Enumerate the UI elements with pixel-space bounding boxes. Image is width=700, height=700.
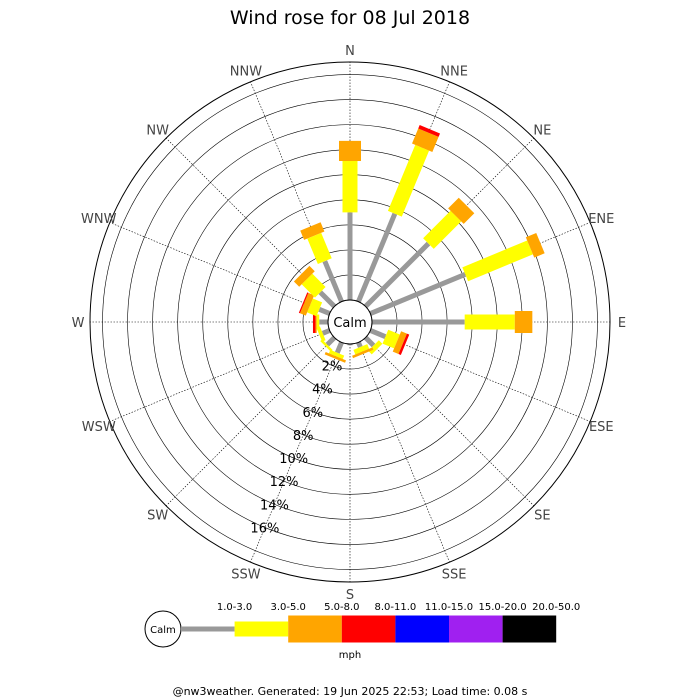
bar-nne-1.0-3.0 [356,212,398,303]
legend-calm-label: Calm [150,625,176,636]
legend-label: 1.0-3.0 [217,602,252,613]
direction-label-ne: NE [533,124,551,139]
bar-wsw-1.0-3.0 [321,328,331,336]
legend-label: 11.0-15.0 [425,602,473,613]
spoke-se [365,337,535,507]
legend-label: 3.0-5.0 [270,602,305,613]
direction-label-wsw: WSW [82,420,116,435]
direction-label-ssw: SSW [231,567,261,582]
direction-label-n: N [345,44,355,59]
spoke-sw [165,337,335,507]
direction-label-se: SE [534,508,550,523]
legend-label: 15.0-20.0 [479,602,527,613]
bar-nw-1.0-3.0 [318,290,337,309]
radial-tick-label: 14% [260,498,289,513]
bar-ssw-1.0-3.0 [334,341,344,354]
radial-tick-label: 6% [303,406,324,421]
legend: Calm 1.0-3.0 3.0-5.0 5.0-8.0 8.0-11.0 11.0-15… [144,602,580,648]
bar-sse-5.0-8.0 [352,347,374,359]
direction-label-nne: NNE [440,65,468,80]
direction-label-e: E [618,316,626,331]
bar-ne-5.0-8.0 [448,197,475,224]
direction-label-s: S [346,588,354,603]
bar-ese-1.0-3.0 [369,328,387,339]
bar-wnw-1.0-3.0 [318,306,331,316]
bar-ese-5.0-8.0 [392,331,407,355]
radial-tick-label: 10% [279,452,308,467]
radial-tick-label: 2% [322,359,343,374]
bar-sw-3.0-5.0 [320,339,333,352]
bar-wnw-5.0-8.0 [300,292,315,316]
bar-nnw-3.0-5.0 [307,232,332,265]
calm-label: Calm [333,316,366,331]
bar-ssw-5.0-8.0 [324,352,346,363]
chart-title: Wind rose for 08 Jul 2018 [230,7,470,29]
bar-ne-3.0-5.0 [423,210,462,249]
bar-sse-3.0-5.0 [353,344,370,355]
legend-label: 20.0-50.0 [532,602,580,613]
grid-ring [127,99,573,545]
bar-nnw-5.0-8.0 [300,222,325,240]
direction-label-w: W [72,316,85,331]
bar-ene-3.0-5.0 [462,240,533,282]
bar-ese-8.0-11.0 [398,333,410,355]
direction-label-wnw: WNW [81,212,117,227]
bar-nne-8.0-11.0 [418,125,441,137]
calm-circle: Calm [327,299,373,345]
bar-se-1.0-3.0 [363,335,376,348]
spoke-wsw [109,330,330,422]
footer-text: @nw3weather. Generated: 19 Jun 2025 22:5… [173,685,528,698]
direction-label-nw: NW [146,124,169,139]
direction-labels: N NNE NE ENE E ESE SE SSE S SSW SW WSW W WNW NW NNW [72,44,627,603]
bar-ne-1.0-3.0 [363,241,431,309]
bar-sse-1.0-3.0 [356,341,363,348]
radial-tick-label: 8% [293,429,314,444]
wind-bars [293,125,545,363]
bar-se-3.0-5.0 [368,340,383,355]
spoke-sse [358,342,450,563]
bar-sw-1.0-3.0 [325,335,337,347]
direction-label-sw: SW [147,508,168,523]
bar-nnw-1.0-3.0 [322,260,344,303]
bar-ese-3.0-5.0 [382,329,400,349]
legend-unit-label: mph [339,650,361,661]
bar-nw-5.0-8.0 [293,265,315,287]
radial-tick-label: 4% [312,383,333,398]
bar-nw-3.0-5.0 [301,273,326,298]
direction-label-nnw: NNW [230,65,262,80]
bar-wsw-3.0-5.0 [316,326,326,342]
bar-ene-1.0-3.0 [369,271,467,316]
direction-label-ese: ESE [589,420,614,435]
bar-nne-5.0-8.0 [412,128,439,152]
bar-wnw-3.0-5.0 [307,298,323,317]
direction-label-ene: ENE [588,212,614,227]
spoke-wnw [109,222,330,314]
spoke-ese [370,330,591,422]
radial-tick-label: 12% [270,475,299,490]
radial-tick-label: 16% [250,521,279,536]
bar-nne-3.0-5.0 [387,144,430,217]
bar-ene-5.0-8.0 [525,232,545,258]
legend-label: 5.0-8.0 [324,602,359,613]
legend-label: 8.0-11.0 [375,602,417,613]
direction-label-sse: SSE [442,567,467,582]
spoke-ssw [250,342,342,563]
radial-tick-labels: 2% 4% 6% 8% 10% 12% 14% 16% [250,359,342,536]
bar-ssw-3.0-5.0 [328,349,345,360]
